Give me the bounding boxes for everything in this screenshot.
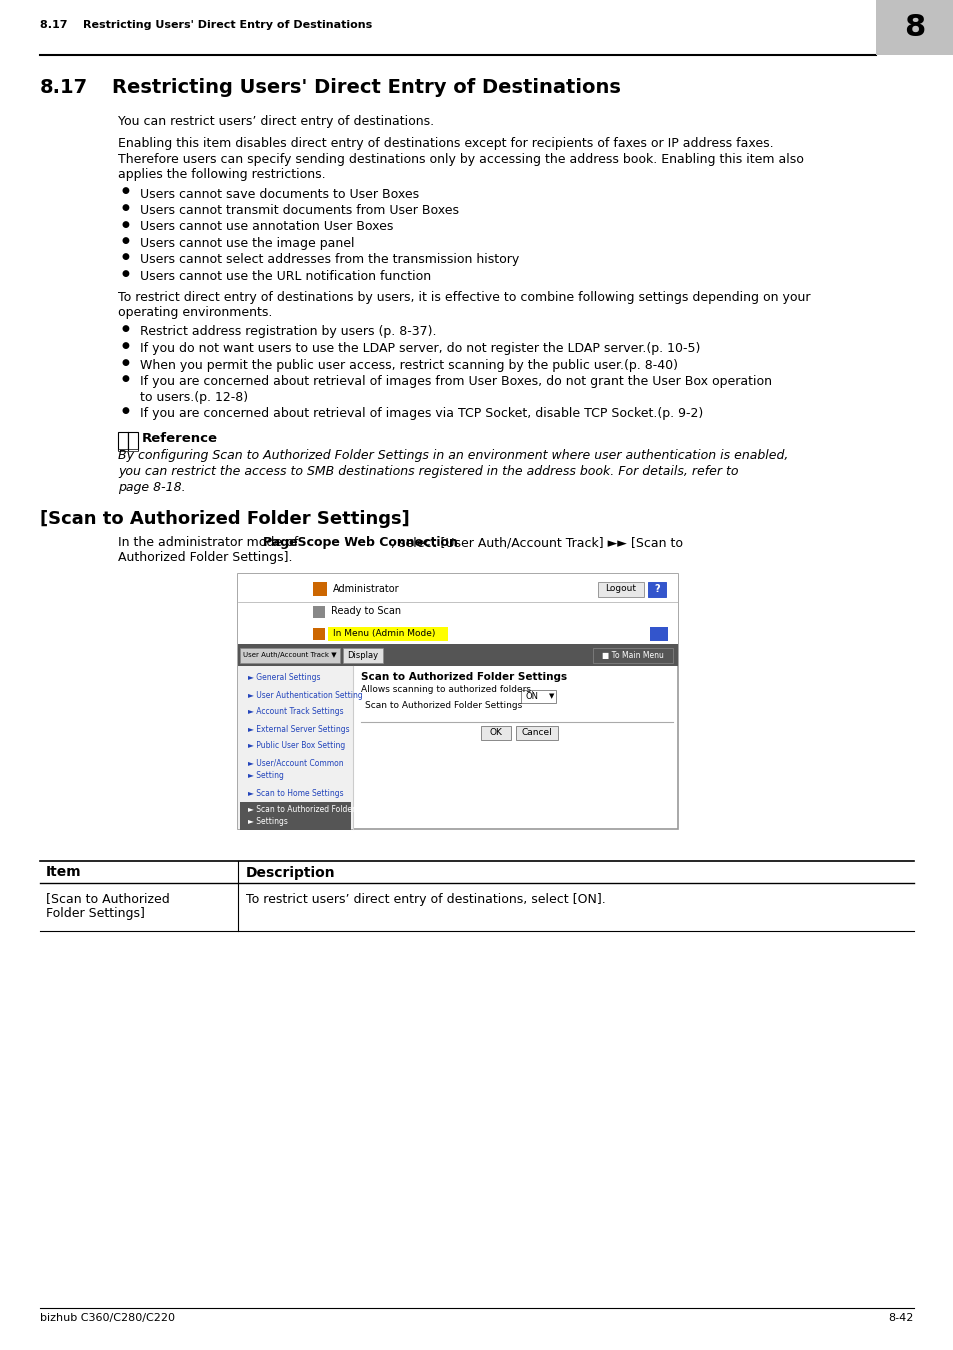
Bar [520, 690, 556, 702]
Text: If you are concerned about retrieval of images from User Boxes, do not grant the: If you are concerned about retrieval of … [140, 375, 771, 387]
Bar [237, 574, 678, 829]
Text: Scan to Authorized Folder Settings: Scan to Authorized Folder Settings [360, 671, 566, 682]
Bar [649, 626, 667, 640]
Text: ► User/Account Common: ► User/Account Common [248, 759, 343, 768]
Text: When you permit the public user access, restrict scanning by the public user.(p.: When you permit the public user access, … [140, 359, 678, 371]
Text: ► General Settings: ► General Settings [248, 674, 320, 683]
Text: Users cannot transmit documents from User Boxes: Users cannot transmit documents from Use… [140, 204, 458, 217]
Bar [516, 725, 558, 740]
Text: Therefore users can specify sending destinations only by accessing the address b: Therefore users can specify sending dest… [118, 153, 803, 166]
Bar [647, 582, 665, 597]
Bar [240, 648, 339, 663]
Text: Users cannot use the image panel: Users cannot use the image panel [140, 238, 355, 250]
Text: OK: OK [489, 728, 502, 737]
Text: Users cannot use the URL notification function: Users cannot use the URL notification fu… [140, 270, 431, 284]
Text: Ready to Scan: Ready to Scan [331, 606, 400, 617]
Text: ► Settings: ► Settings [248, 818, 288, 826]
Bar [343, 648, 382, 663]
Text: Users cannot select addresses from the transmission history: Users cannot select addresses from the t… [140, 254, 518, 266]
Text: 8: 8 [903, 14, 924, 42]
Bar [313, 582, 327, 595]
Text: Scan to Authorized Folder Settings: Scan to Authorized Folder Settings [365, 702, 521, 710]
Text: User Auth/Account Track ▼: User Auth/Account Track ▼ [243, 652, 336, 659]
Text: , select [User Auth/Account Track] ►► [Scan to: , select [User Auth/Account Track] ►► [S… [391, 536, 682, 549]
Text: Users cannot save documents to User Boxes: Users cannot save documents to User Boxe… [140, 188, 418, 201]
Text: you can restrict the access to SMB destinations registered in the address book. : you can restrict the access to SMB desti… [118, 464, 738, 478]
Text: bizhub C360/C280/C220: bizhub C360/C280/C220 [40, 1314, 174, 1323]
Text: PageScope Web Connection: PageScope Web Connection [263, 536, 457, 549]
Text: You can restrict users’ direct entry of destinations.: You can restrict users’ direct entry of … [118, 115, 434, 128]
Text: Restrict address registration by users (p. 8-37).: Restrict address registration by users (… [140, 325, 436, 339]
Text: ?: ? [654, 583, 659, 594]
Bar [237, 666, 353, 829]
Text: Restricting Users' Direct Entry of Destinations: Restricting Users' Direct Entry of Desti… [112, 78, 620, 97]
Bar [328, 626, 448, 640]
Text: [Scan to Authorized Folder Settings]: [Scan to Authorized Folder Settings] [40, 510, 410, 528]
Text: ●: ● [122, 236, 130, 244]
Bar [237, 621, 678, 644]
Text: applies the following restrictions.: applies the following restrictions. [118, 167, 325, 181]
Text: ► External Server Settings: ► External Server Settings [248, 725, 349, 733]
Text: In the administrator mode of: In the administrator mode of [118, 536, 302, 549]
Text: ► Scan to Authorized Folder: ► Scan to Authorized Folder [248, 806, 355, 814]
Text: ► Public User Box Setting: ► Public User Box Setting [248, 741, 345, 751]
Text: In Menu (Admin Mode): In Menu (Admin Mode) [333, 629, 435, 639]
Text: to users.(p. 12-8): to users.(p. 12-8) [140, 390, 248, 404]
Text: operating environments.: operating environments. [118, 306, 273, 319]
Text: ■ To Main Menu: ■ To Main Menu [601, 651, 663, 660]
Text: ON: ON [525, 693, 538, 701]
Bar [875, 0, 953, 55]
Text: ► Setting: ► Setting [248, 771, 284, 779]
Text: ●: ● [122, 358, 130, 366]
Text: Folder Settings]: Folder Settings] [46, 906, 145, 919]
Text: To restrict users’ direct entry of destinations, select [ON].: To restrict users’ direct entry of desti… [246, 892, 605, 906]
Text: Administrator: Administrator [333, 583, 399, 594]
Text: 8.17: 8.17 [40, 78, 88, 97]
Text: [Scan to Authorized: [Scan to Authorized [46, 892, 170, 906]
Text: ●: ● [122, 269, 130, 278]
Bar [237, 574, 678, 602]
Text: To restrict direct entry of destinations by users, it is effective to combine fo: To restrict direct entry of destinations… [118, 290, 810, 304]
Text: ●: ● [122, 406, 130, 414]
Bar [237, 644, 678, 666]
Bar [593, 648, 672, 663]
Text: ●: ● [122, 186, 130, 196]
Text: ► Account Track Settings: ► Account Track Settings [248, 707, 343, 717]
Bar [480, 725, 511, 740]
Text: Allows scanning to authorized folders.: Allows scanning to authorized folders. [360, 686, 534, 694]
Text: 8.17    Restricting Users' Direct Entry of Destinations: 8.17 Restricting Users' Direct Entry of … [40, 20, 372, 30]
Text: By configuring Scan to Authorized Folder Settings in an environment where user a: By configuring Scan to Authorized Folder… [118, 450, 787, 463]
Bar [313, 628, 325, 640]
Text: ●: ● [122, 202, 130, 212]
Text: Cancel: Cancel [521, 728, 552, 737]
Text: Display: Display [347, 651, 378, 660]
Text: Authorized Folder Settings].: Authorized Folder Settings]. [118, 552, 293, 564]
Text: If you do not want users to use the LDAP server, do not register the LDAP server: If you do not want users to use the LDAP… [140, 342, 700, 355]
Bar [313, 606, 325, 617]
Text: ► Scan to Home Settings: ► Scan to Home Settings [248, 788, 343, 798]
Bar [598, 582, 643, 597]
Bar [237, 602, 678, 621]
Bar [240, 802, 351, 829]
Text: ●: ● [122, 374, 130, 383]
Text: ●: ● [122, 342, 130, 350]
Bar [118, 432, 128, 450]
Text: ▼: ▼ [548, 694, 554, 699]
Text: Users cannot use annotation User Boxes: Users cannot use annotation User Boxes [140, 220, 393, 234]
Bar [128, 432, 138, 450]
Text: 8-42: 8-42 [887, 1314, 913, 1323]
Text: ●: ● [122, 220, 130, 228]
Text: ●: ● [122, 324, 130, 333]
Text: Logout: Logout [605, 585, 636, 593]
Text: ► User Authentication Setting: ► User Authentication Setting [248, 690, 362, 699]
Text: Item: Item [46, 865, 82, 879]
Text: If you are concerned about retrieval of images via TCP Socket, disable TCP Socke: If you are concerned about retrieval of … [140, 406, 702, 420]
Text: Description: Description [246, 865, 335, 879]
Text: page 8-18.: page 8-18. [118, 481, 186, 494]
Bar [118, 448, 138, 451]
Text: ●: ● [122, 252, 130, 262]
Text: Reference: Reference [142, 432, 218, 444]
Text: Enabling this item disables direct entry of destinations except for recipients o: Enabling this item disables direct entry… [118, 136, 773, 150]
